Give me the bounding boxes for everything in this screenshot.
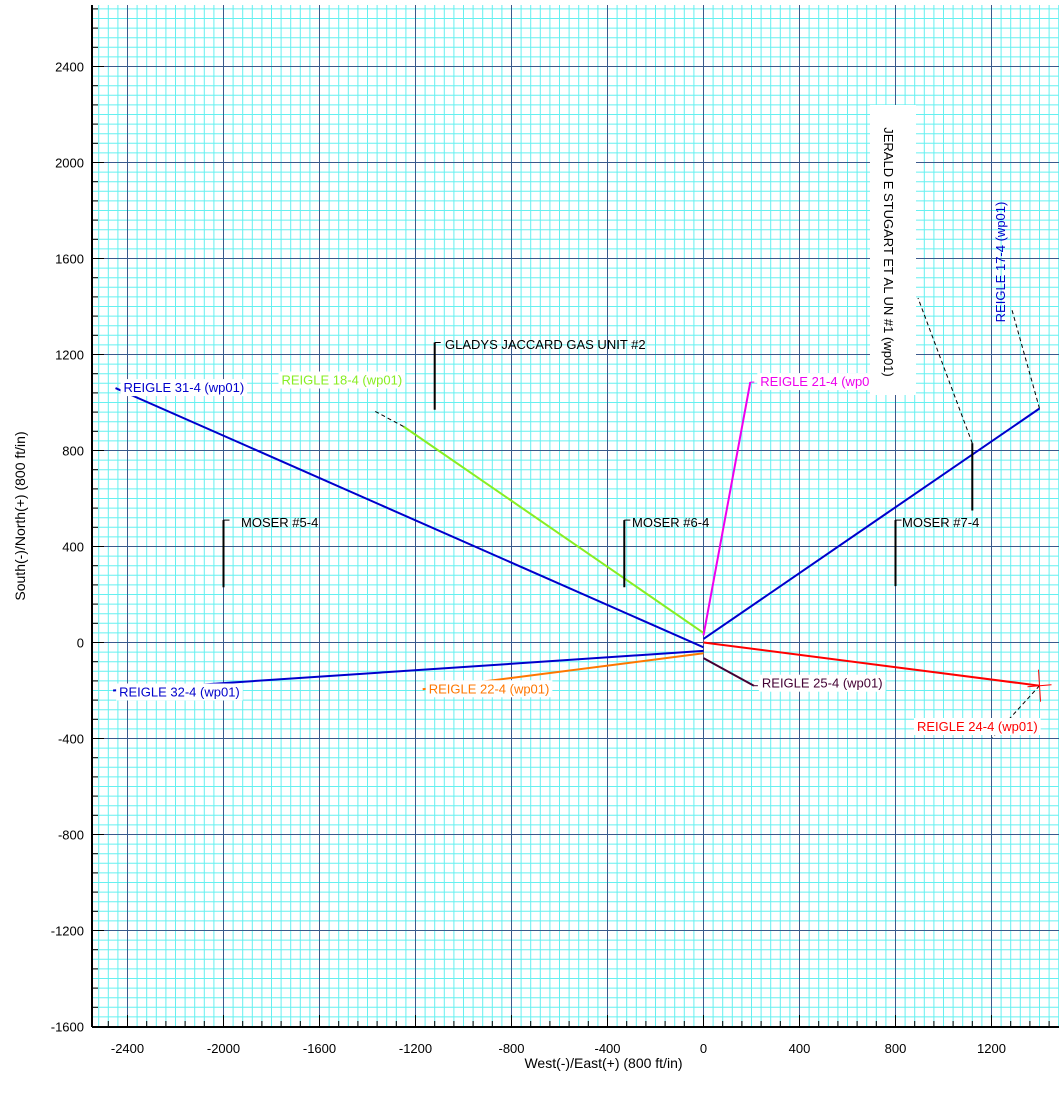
x-tick-label: -1200 (399, 1041, 432, 1056)
y-tick-label: -400 (58, 732, 84, 747)
label-background (425, 680, 553, 698)
x-tick-label: -2400 (111, 1041, 144, 1056)
annotation-label: MOSER #7-4 (902, 515, 979, 530)
well-label: REIGLE 25-4 (wp01) (762, 676, 883, 691)
label-background (914, 718, 1041, 735)
label-background (757, 373, 884, 391)
label-background (870, 105, 916, 395)
well-path (702, 407, 1041, 640)
well-path (703, 641, 1040, 687)
well-path (702, 381, 752, 636)
well-path (703, 657, 755, 687)
well-label: REIGLE 18-4 (wp01) (282, 373, 403, 388)
y-tick-label: 2400 (55, 60, 84, 75)
wellbore-paths: REIGLE 31-4 (wp01) REIGLE 18-4 (wp01) REIG… (113, 202, 1052, 739)
well-label: REIGLE 32-4 (wp01) (119, 685, 240, 700)
label-leader-line (373, 410, 404, 427)
label-background (758, 674, 886, 692)
y-tick-label: 1200 (55, 348, 84, 363)
annotation-label: MOSER #5-4 (241, 515, 318, 530)
target-cross (1038, 669, 1041, 702)
x-tick-label: -400 (594, 1041, 620, 1056)
well-label: REIGLE 21-4 (wp01) (760, 374, 881, 389)
x-tick-label: -800 (498, 1041, 524, 1056)
well-path (115, 387, 704, 649)
y-tick-label: 400 (62, 540, 84, 555)
x-tick-label: -2000 (207, 1041, 240, 1056)
y-tick-label: -1200 (51, 924, 84, 939)
x-axis-title: West(-)/East(+) (800 ft/in) (524, 1055, 682, 1071)
well-label: REIGLE 17-4 (wp01) (993, 202, 1008, 323)
annotation-label: GLADYS JACCARD GAS UNIT #2 (445, 337, 646, 352)
y-tick-label: 800 (62, 444, 84, 459)
y-axis-title: South(-)/North(+) (800 ft/in) (12, 431, 28, 600)
y-tick-label: -800 (58, 828, 84, 843)
annotation-label: MOSER #6-4 (632, 515, 709, 530)
label-leader-line (917, 297, 973, 444)
y-tick-label: 0 (77, 636, 84, 651)
axis-ticks: -2400 -2000 -1600 -1200 -800 -400 0 400 800 1200 2… (51, 8, 1050, 1056)
label-leader-line (1011, 309, 1040, 409)
y-tick-label: 1600 (55, 252, 84, 267)
x-tick-label: 800 (885, 1041, 907, 1056)
y-tick-label: 2000 (55, 156, 84, 171)
well-path (402, 425, 705, 634)
x-tick-label: 0 (700, 1041, 707, 1056)
annotation-label: JERALD E STUGART ET AL UN #1 (wp01) (881, 127, 896, 377)
well-label: REIGLE 24-4 (wp01) (917, 719, 1038, 734)
x-tick-label: 400 (789, 1041, 811, 1056)
label-background (116, 683, 243, 701)
well-label: REIGLE 31-4 (wp01) (124, 380, 245, 395)
label-background (120, 379, 248, 397)
y-tick-label: -1600 (51, 1020, 84, 1035)
well-label: REIGLE 22-4 (wp01) (429, 681, 550, 696)
x-tick-label: 1200 (977, 1041, 1006, 1056)
plot-frame (91, 5, 1059, 1028)
x-tick-label: -1600 (303, 1041, 336, 1056)
well-annotations: GLADYS JACCARD GAS UNIT #2 MOSER #5-4 MOSE… (222, 105, 979, 588)
label-background (278, 371, 406, 389)
